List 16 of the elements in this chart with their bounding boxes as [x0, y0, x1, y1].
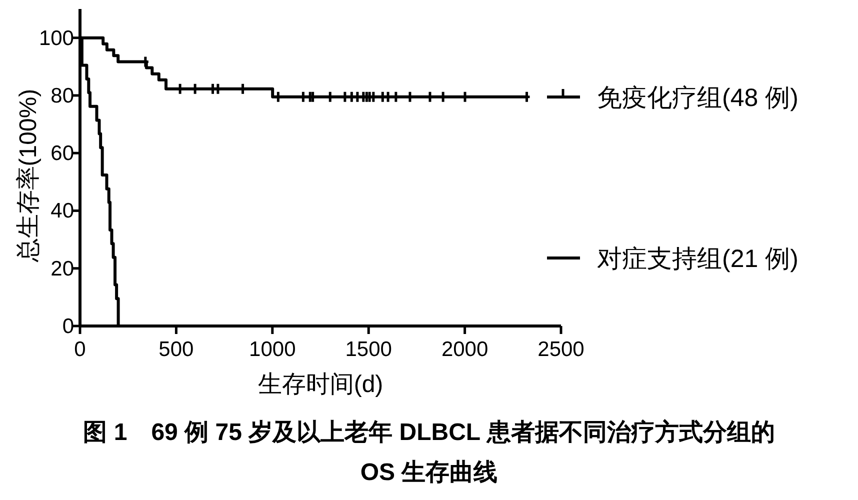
y-tick-label: 40 [50, 200, 74, 223]
y-tick-label: 100 [38, 26, 74, 50]
y-axis-title: 总生存率(100%) [15, 88, 42, 264]
caption: 图 1 69 例 75 岁及以上老年 DLBCL 患者据不同治疗方式分组的 OS 生存曲线 [83, 419, 775, 486]
x-tick-label: 1500 [345, 338, 392, 361]
legend-label: 免疫化疗组(48 例) [597, 84, 798, 112]
x-tick-label: 2500 [538, 338, 584, 361]
y-tick-label: 20 [50, 257, 74, 280]
y-tick-label: 0 [62, 315, 74, 338]
legend-label: 对症支持组(21 例) [597, 245, 798, 273]
y-tick-label: 80 [50, 84, 74, 108]
x-tick-label: 1000 [249, 338, 296, 361]
x-tick-label: 500 [158, 338, 194, 361]
x-axis-title: 生存时间(d) [258, 371, 384, 398]
x-tick-label: 2000 [441, 338, 488, 361]
y-tick-label: 60 [50, 142, 74, 166]
